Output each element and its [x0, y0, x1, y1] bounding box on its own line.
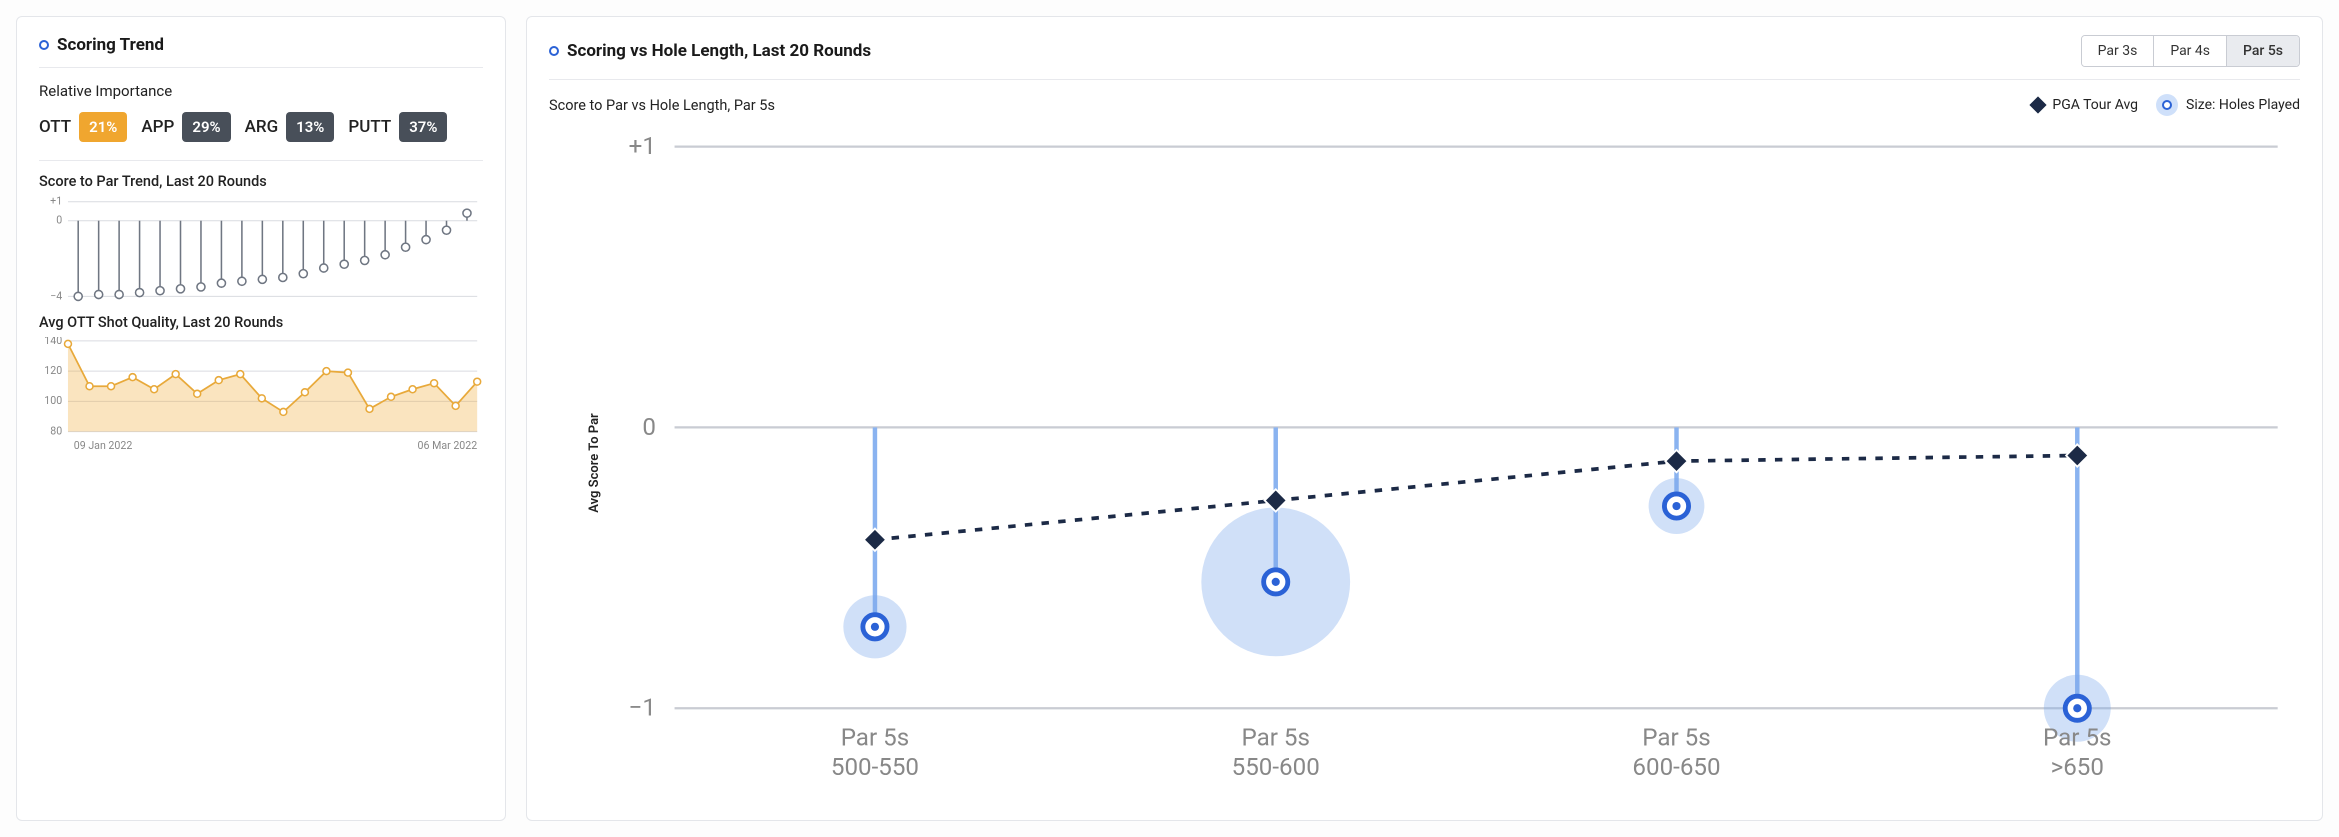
svg-text:+1: +1: [50, 196, 62, 208]
importance-badge: 21%: [79, 112, 127, 142]
chart-legend: PGA Tour Avg Size: Holes Played: [2032, 94, 2300, 116]
ott-quality-svg: 80 100 120 140 09 Jan 2022 06 Mar 2022: [39, 337, 483, 453]
importance-item: ARG 13%: [245, 112, 335, 142]
svg-text:Par 5s: Par 5s: [2043, 723, 2111, 751]
svg-text:100: 100: [44, 394, 62, 407]
scoring-vs-length-svg: −10+1Par 5s500-550Par 5s550-600Par 5s600…: [589, 128, 2300, 798]
y-axis-label: Avg Score To Par: [587, 413, 602, 512]
legend-size: Size: Holes Played: [2156, 94, 2300, 116]
svg-text:0: 0: [642, 413, 656, 441]
svg-text:550-600: 550-600: [1232, 753, 1320, 781]
legend-pga: PGA Tour Avg: [2032, 97, 2138, 113]
importance-label: PUTT: [348, 117, 391, 137]
svg-text:0: 0: [56, 214, 62, 227]
importance-badge: 37%: [399, 112, 447, 142]
svg-text:09 Jan 2022: 09 Jan 2022: [74, 439, 133, 452]
bullet-icon: [549, 46, 559, 56]
svg-text:+1: +1: [629, 132, 656, 160]
svg-text:−1: −1: [629, 694, 656, 722]
tab-par3s[interactable]: Par 3s: [2082, 36, 2155, 66]
chart-subheader-row: Score to Par vs Hole Length, Par 5s PGA …: [549, 94, 2300, 116]
card-title-row: Scoring Trend: [39, 35, 483, 68]
importance-badge: 29%: [182, 112, 230, 142]
ott-quality-chart: 80 100 120 140 09 Jan 2022 06 Mar 2022: [39, 337, 483, 453]
relative-importance-row: OTT 21% APP 29% ARG 13% PUTT 37%: [39, 112, 483, 161]
circle-inner-icon: [2162, 100, 2172, 110]
chart-subtitle: Score to Par vs Hole Length, Par 5s: [549, 97, 775, 114]
ott-quality-title: Avg OTT Shot Quality, Last 20 Rounds: [39, 314, 483, 331]
importance-label: OTT: [39, 117, 71, 137]
score-trend-chart: −4 0 +1: [39, 196, 483, 302]
svg-text:140: 140: [44, 337, 62, 347]
bullet-icon: [39, 40, 49, 50]
scoring-trend-title: Scoring Trend: [57, 35, 164, 55]
legend-pga-label: PGA Tour Avg: [2052, 97, 2138, 113]
importance-item: PUTT 37%: [348, 112, 447, 142]
svg-text:600-650: 600-650: [1632, 753, 1720, 781]
svg-text:−4: −4: [50, 289, 62, 302]
svg-text:Par 5s: Par 5s: [1241, 723, 1309, 751]
svg-text:120: 120: [44, 364, 62, 377]
importance-badge: 13%: [286, 112, 334, 142]
scoring-vs-length-card: Scoring vs Hole Length, Last 20 Rounds P…: [526, 16, 2323, 821]
svg-text:06 Mar 2022: 06 Mar 2022: [418, 439, 478, 452]
svg-text:Par 5s: Par 5s: [841, 723, 909, 751]
scoring-vs-length-chart-wrapper: Avg Score To Par −10+1Par 5s500-550Par 5…: [549, 128, 2300, 798]
importance-label: APP: [141, 117, 174, 137]
card-title-row-right: Scoring vs Hole Length, Last 20 Rounds P…: [549, 35, 2300, 80]
relative-importance-label: Relative Importance: [39, 82, 483, 100]
tab-par4s[interactable]: Par 4s: [2154, 36, 2227, 66]
score-trend-svg: −4 0 +1: [39, 196, 483, 302]
importance-item: APP 29%: [141, 112, 230, 142]
diamond-icon: [2030, 97, 2047, 114]
score-trend-title: Score to Par Trend, Last 20 Rounds: [39, 173, 483, 190]
svg-text:>650: >650: [2051, 753, 2104, 781]
importance-item: OTT 21%: [39, 112, 127, 142]
par-tabs: Par 3sPar 4sPar 5s: [2081, 35, 2300, 67]
tab-par5s[interactable]: Par 5s: [2227, 36, 2299, 66]
svg-text:Par 5s: Par 5s: [1642, 723, 1710, 751]
importance-label: ARG: [245, 117, 279, 137]
svg-text:500-550: 500-550: [831, 753, 919, 781]
svg-text:80: 80: [50, 425, 62, 438]
scoring-trend-card: Scoring Trend Relative Importance OTT 21%…: [16, 16, 506, 821]
legend-size-label: Size: Holes Played: [2186, 97, 2300, 113]
circle-icon: [2156, 94, 2178, 116]
scoring-vs-length-title: Scoring vs Hole Length, Last 20 Rounds: [567, 41, 871, 61]
